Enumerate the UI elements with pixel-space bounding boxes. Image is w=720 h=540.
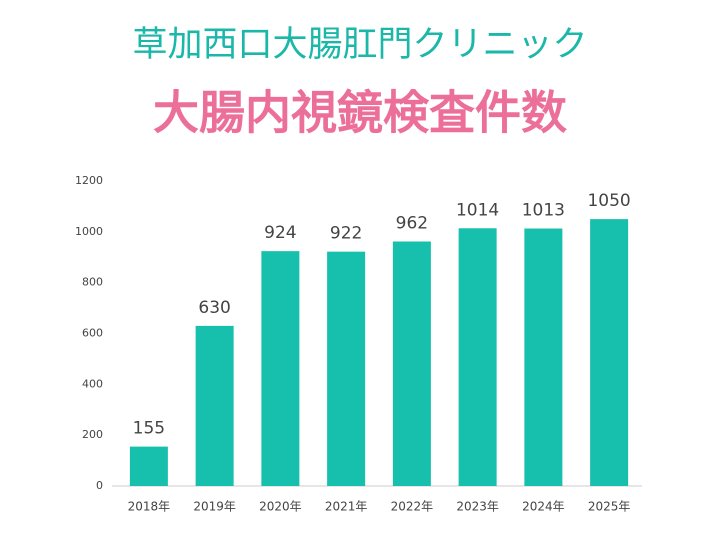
y-tick-label: 0: [96, 479, 103, 492]
bar: [590, 219, 629, 486]
y-tick-label: 1200: [75, 174, 103, 187]
x-tick-label: 2022年: [391, 500, 434, 514]
x-tick-label: 2023年: [456, 500, 499, 514]
bar: [327, 251, 366, 486]
bar: [392, 241, 431, 486]
x-tick-label: 2024年: [522, 500, 565, 514]
chart-title: 草加西口大腸肛門クリニック: [132, 25, 587, 65]
value-label: 924: [264, 223, 296, 243]
bar: [129, 446, 168, 486]
bar: [458, 228, 497, 486]
value-label: 1014: [456, 200, 499, 220]
y-tick-label: 400: [82, 377, 103, 390]
x-tick-label: 2019年: [193, 500, 236, 514]
y-tick-label: 800: [82, 276, 103, 289]
bar: [261, 251, 300, 486]
y-tick-label: 600: [82, 327, 103, 340]
x-tick-label: 2021年: [325, 500, 368, 514]
value-label: 1050: [587, 191, 630, 211]
bar: [195, 325, 234, 486]
x-tick-label: 2025年: [588, 500, 631, 514]
y-tick-label: 200: [82, 428, 103, 441]
value-label: 922: [330, 224, 362, 244]
x-tick-label: 2018年: [128, 500, 171, 514]
bar: [524, 228, 563, 486]
value-label: 630: [198, 298, 230, 318]
value-label: 1013: [522, 201, 565, 221]
y-tick-label: 1000: [75, 225, 103, 238]
chart-subtitle: 大腸内視鏡検査件数: [153, 86, 567, 140]
value-label: 155: [133, 419, 165, 439]
value-label: 962: [396, 213, 428, 233]
x-tick-label: 2020年: [259, 500, 302, 514]
